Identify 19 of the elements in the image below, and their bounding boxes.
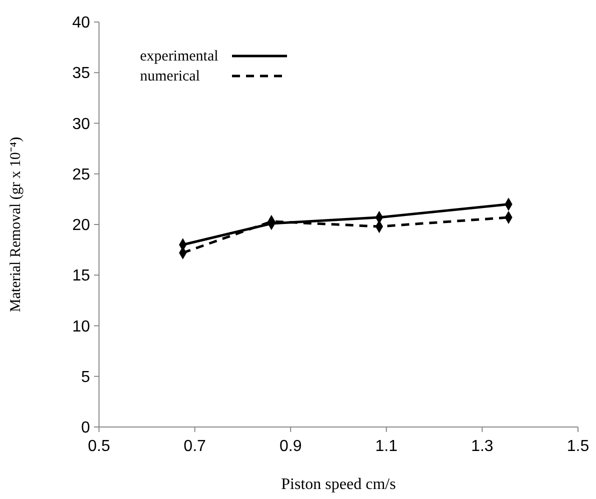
- y-tick-label: 0: [81, 420, 90, 437]
- y-tick-label: 30: [72, 116, 90, 133]
- y-tick-label: 10: [72, 318, 90, 336]
- x-tick-label: 1.3: [471, 438, 494, 455]
- y-tick-label: 5: [81, 368, 90, 386]
- x-tick-label: 0.5: [88, 438, 110, 455]
- y-axis-title: Material Removal (gr x 10⁻⁴): [8, 136, 24, 312]
- x-tick-label: 0.7: [184, 438, 206, 455]
- x-tick-label: 1.5: [566, 438, 590, 455]
- y-tick-label: 25: [72, 166, 90, 184]
- y-tick-label: 20: [72, 217, 90, 234]
- x-tick-label: 1.1: [375, 438, 398, 455]
- legend-label: experimental: [140, 48, 218, 64]
- y-tick-label: 40: [72, 14, 90, 32]
- legend-label: numerical: [140, 68, 200, 84]
- x-tick-label: 0.9: [279, 438, 302, 455]
- x-axis-title: Piston speed cm/s: [281, 476, 396, 493]
- y-tick-label: 35: [72, 65, 90, 82]
- y-tick-label: 15: [72, 268, 90, 285]
